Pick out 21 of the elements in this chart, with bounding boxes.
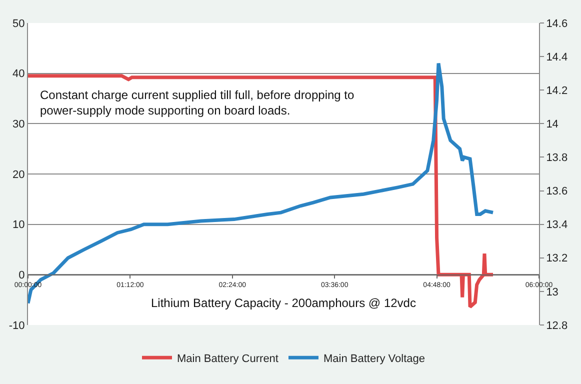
y-tick-label: 0 (18, 270, 25, 282)
y2-tick-label: 13.4 (546, 219, 568, 232)
annotation: Constant charge current supplied till full, before dropping to power-supply mode supporting on board loads. (40, 88, 355, 118)
y-tick-label: 20 (12, 168, 25, 181)
y2-tick-label: 12.8 (546, 320, 568, 332)
legend-label: Main Battery Voltage (323, 352, 425, 365)
y-tick-label: 40 (12, 68, 25, 80)
y2-tick-label: 14.4 (546, 51, 568, 64)
x-axis-title: Lithium Battery Capacity - 200amphours @ 12vdc (151, 296, 416, 310)
y2-tick-label: 14.2 (546, 84, 568, 97)
y2-tick-label: 13 (546, 286, 558, 298)
y2-tick-label: 13.8 (546, 152, 568, 164)
y-tick-label: 30 (12, 118, 25, 131)
y-tick-label: 10 (12, 219, 25, 232)
legend-label: Main Battery Current (177, 352, 278, 365)
y2-tick-label: 13.6 (546, 186, 568, 198)
y-tick-label: 50 (12, 18, 25, 30)
y2-tick-label: 14.6 (546, 18, 568, 30)
y-tick-label: -10 (8, 320, 25, 332)
y2-tick-label: 14 (546, 118, 558, 131)
y2-tick-label: 13.2 (546, 252, 568, 265)
